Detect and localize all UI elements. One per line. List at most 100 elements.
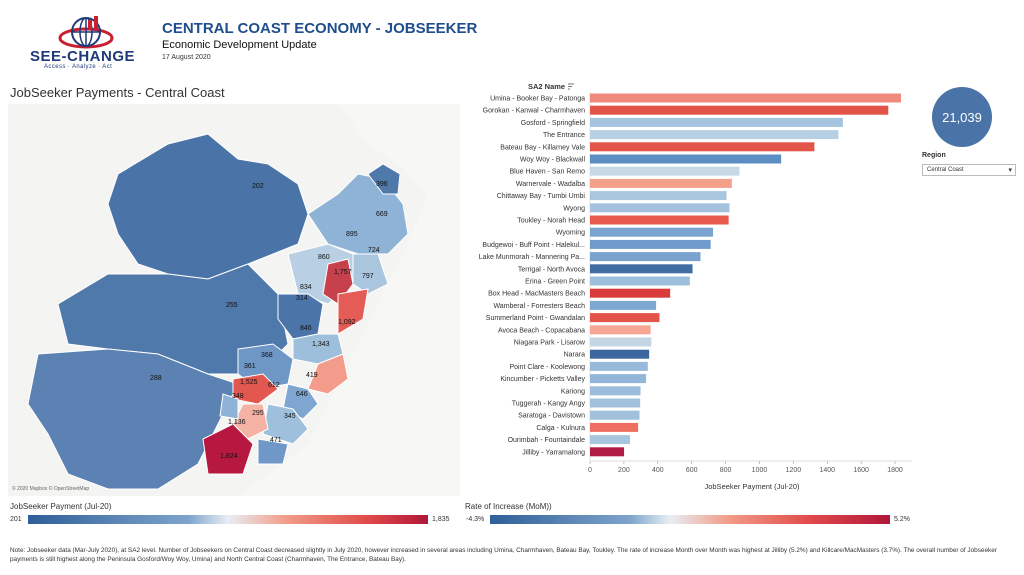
region-west-south — [27, 348, 239, 490]
bar[interactable] — [590, 386, 641, 396]
map-label: 471 — [270, 437, 282, 444]
map-labels: 202 396 669 895 724 860 1,757 797 834 31… — [150, 181, 388, 460]
bar[interactable] — [590, 130, 839, 140]
bar[interactable] — [590, 325, 651, 335]
bar-category-label: Gosford - Springfield — [521, 120, 585, 127]
bar[interactable] — [590, 288, 671, 298]
map-title: JobSeeker Payments - Central Coast — [10, 85, 225, 100]
x-tick-label: 1600 — [853, 467, 869, 474]
bar-category-label: Jilliby - Yarramalong — [522, 449, 585, 456]
region-filter-label: Region — [922, 152, 946, 159]
footnote: Note: Jobseeker data (Mar-July 2020), at… — [10, 547, 997, 563]
bar-category-label: Calga - Kulnura — [536, 425, 585, 432]
bar[interactable] — [590, 191, 727, 201]
payment-legend-title: JobSeeker Payment (Jul-20) — [10, 502, 112, 511]
map-label: 834 — [300, 284, 312, 291]
bar[interactable] — [590, 142, 815, 152]
bars-group: Umina - Booker Bay - Patonga Gorokan - Ka… — [479, 93, 901, 457]
payment-legend-gradient — [28, 515, 428, 524]
region-dropdown[interactable]: Central Coast ▾ — [922, 164, 1016, 176]
bar-category-label: Summerland Point - Gwandalan — [486, 315, 585, 322]
bar[interactable] — [590, 178, 732, 188]
bar[interactable] — [590, 166, 740, 176]
bar-category-label: Lake Munmorah - Mannering Pa... — [479, 254, 585, 261]
map-label: 1,525 — [240, 379, 258, 386]
bar[interactable] — [590, 410, 640, 420]
bar[interactable] — [590, 264, 693, 274]
map-label: 846 — [300, 325, 312, 332]
bar-category-label: The Entrance — [543, 132, 585, 139]
chevron-down-icon[interactable]: ▾ — [1008, 167, 1012, 174]
bar-category-label: Point Clare - Koolewong — [510, 364, 586, 371]
bar[interactable] — [590, 227, 714, 237]
bar[interactable] — [590, 300, 657, 310]
bar[interactable] — [590, 313, 660, 323]
logo-name: SEE-CHANGE — [30, 48, 136, 65]
bar[interactable] — [590, 447, 625, 457]
choropleth-map[interactable]: 202 396 669 895 724 860 1,757 797 834 31… — [8, 104, 460, 496]
region-dropdown-value: Central Coast — [927, 167, 964, 173]
x-ticks-group: 0 200 400 600 800 1000 1200 1400 1600 1800 — [588, 460, 912, 474]
region-narara — [219, 393, 239, 420]
bar[interactable] — [590, 93, 901, 103]
x-tick-label: 600 — [686, 467, 698, 474]
map-label: 202 — [252, 183, 264, 190]
region-gosford — [232, 373, 279, 405]
bar-category-label: Wyong — [563, 205, 585, 212]
bar-category-label: Kincumber - Picketts Valley — [500, 376, 585, 383]
x-axis-label: JobSeeker Payment (Jul-20) — [704, 482, 800, 491]
bar-category-label: Toukley - Norah Head — [517, 218, 585, 225]
x-tick-label: 400 — [652, 467, 664, 474]
region-entrance — [352, 253, 389, 295]
region-saratoga — [257, 438, 289, 465]
payment-legend-max: 1,835 — [432, 516, 450, 523]
map-credit: © 2020 Mapbox © OpenStreetMap — [12, 486, 90, 492]
map-label: 860 — [318, 254, 330, 261]
bar-category-label: Niagara Park - Lisarow — [514, 340, 586, 347]
map-label: 255 — [226, 302, 238, 309]
logo-tagline: Access · Analyze · Act — [44, 64, 113, 70]
map-canvas[interactable]: 202 396 669 895 724 860 1,757 797 834 31… — [8, 104, 460, 496]
region-west-north — [107, 133, 309, 280]
bar[interactable] — [590, 154, 782, 164]
bar[interactable] — [590, 435, 630, 445]
bar-category-label: Erina - Green Point — [525, 279, 585, 286]
bar[interactable] — [590, 117, 843, 127]
bar[interactable] — [590, 239, 711, 249]
bar-category-label: Tuggerah - Kangy Angy — [512, 401, 586, 408]
region-bateau — [337, 288, 369, 335]
x-tick-label: 1400 — [819, 467, 835, 474]
bar[interactable] — [590, 422, 639, 432]
report-date: 17 August 2020 — [162, 54, 211, 61]
map-label: 288 — [150, 375, 162, 382]
sort-icon[interactable] — [568, 83, 574, 90]
bar[interactable] — [590, 349, 650, 359]
page-subtitle: Economic Development Update — [162, 39, 317, 51]
map-label: 1,824 — [220, 453, 238, 460]
bar-category-label: Warnervale - Wadalba — [516, 181, 585, 188]
page-title: CENTRAL COAST ECONOMY - JOBSEEKER — [162, 20, 478, 37]
bar[interactable] — [590, 337, 652, 347]
bar-chart: SA2 Name Umina - Booker Bay - Patonga Gor… — [479, 82, 912, 491]
map-label: 724 — [368, 247, 380, 254]
bar-category-label: Umina - Booker Bay - Patonga — [490, 96, 585, 103]
map-label: 314 — [296, 295, 308, 302]
map-label: 396 — [376, 181, 388, 188]
bar[interactable] — [590, 276, 690, 286]
payment-legend-min: 201 — [10, 516, 22, 523]
bar[interactable] — [590, 361, 648, 371]
bar[interactable] — [590, 203, 730, 213]
map-label: 348 — [232, 393, 244, 400]
globe-logo-icon — [58, 16, 114, 49]
region-umina — [202, 423, 254, 475]
x-tick-label: 0 — [588, 467, 592, 474]
map-label: 1,136 — [228, 419, 246, 426]
bar[interactable] — [590, 105, 889, 115]
logo — [28, 10, 138, 72]
bar[interactable] — [590, 252, 701, 262]
map-label: 895 — [346, 231, 358, 238]
bar[interactable] — [590, 398, 641, 408]
bar[interactable] — [590, 215, 729, 225]
map-label: 1,092 — [338, 319, 356, 326]
bar[interactable] — [590, 374, 647, 384]
